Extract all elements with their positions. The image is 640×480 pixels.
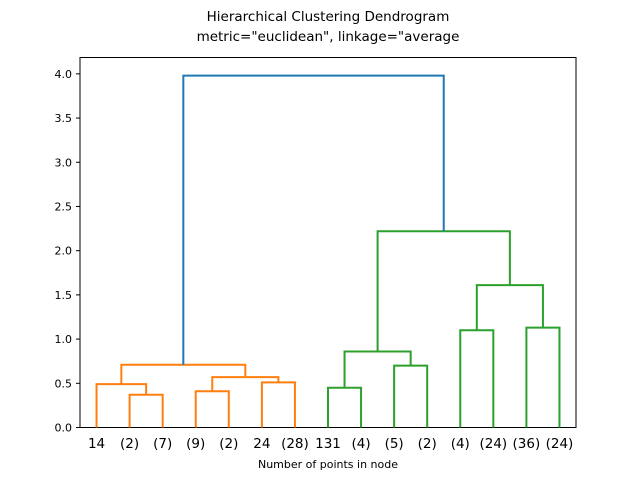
y-tick-label: 2.5 (55, 200, 73, 213)
leaf-label: 24 (253, 436, 270, 452)
y-tick-label: 1.5 (55, 289, 73, 302)
leaf-label: 14 (88, 436, 105, 452)
y-tick-label: 3.5 (55, 112, 73, 125)
x-axis-label: Number of points in node (257, 458, 399, 471)
leaf-label: (4) (352, 436, 371, 452)
y-tick-label: 0.5 (55, 377, 73, 390)
dendrogram-link-m6 (120, 363, 247, 385)
plot-frame (79, 57, 577, 428)
dendrogram-link-m4 (260, 381, 296, 428)
dendrogram-link-m1 (128, 393, 164, 428)
y-tick-label: 0.0 (55, 422, 73, 435)
y-tick-label: 1.0 (55, 333, 73, 346)
leaf-label: (28) (281, 436, 309, 452)
leaf-label: (7) (153, 436, 172, 452)
leaf-label: (36) (513, 436, 541, 452)
y-tick-label: 3.0 (55, 156, 73, 169)
y-tick-label: 2.0 (55, 245, 73, 258)
dendrogram-link-m3 (194, 390, 230, 428)
chart-subtitle: metric="euclidean", linkage="average (196, 29, 460, 45)
leaf-label: (2) (120, 436, 139, 452)
dendrogram-link-m5 (211, 376, 280, 392)
y-tick-label: 4.0 (55, 68, 73, 81)
leaf-label: (5) (385, 436, 404, 452)
dendrogram-link-m14 (182, 74, 445, 365)
dendrogram-link-m10 (459, 329, 495, 428)
dendrogram-link-m11 (525, 326, 561, 428)
leaf-label: (2) (219, 436, 238, 452)
dendrogram-link-m8 (393, 364, 429, 428)
leaf-label: (24) (546, 436, 574, 452)
leaf-label: (4) (451, 436, 470, 452)
leaf-label: (24) (479, 436, 507, 452)
dendrogram-link-m9 (343, 350, 412, 388)
leaf-label: 131 (315, 436, 341, 452)
chart-title: Hierarchical Clustering Dendrogram (206, 9, 450, 25)
leaf-label: (9) (186, 436, 205, 452)
leaf-label: (2) (418, 436, 437, 452)
dendrogram-link-m13 (376, 230, 511, 352)
dendrogram-link-m12 (475, 284, 544, 331)
dendrogram-link-m2 (95, 383, 148, 428)
dendrogram-link-m7 (327, 386, 363, 428)
